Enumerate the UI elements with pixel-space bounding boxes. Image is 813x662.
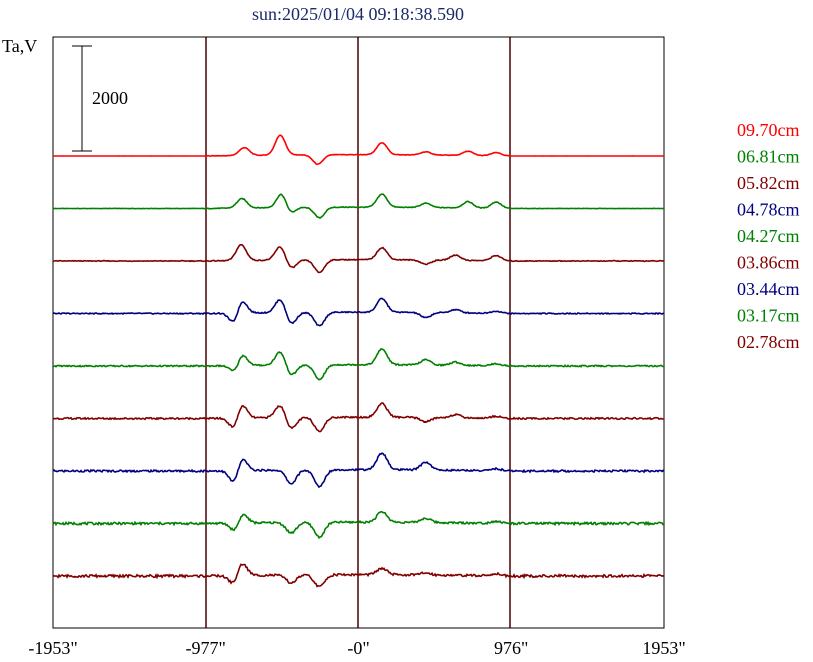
series-line-03.44cm <box>52 452 665 489</box>
series-line-04.78cm <box>52 297 665 327</box>
legend-entry: 04.78cm <box>737 200 800 220</box>
series-line-04.27cm <box>53 347 665 381</box>
x-tick-labels: -1953" -977" -0" 976" 1953" <box>28 638 685 658</box>
legend-entry: 05.82cm <box>737 173 800 193</box>
series-line-05.82cm <box>52 244 665 274</box>
legend-entry: 03.44cm <box>737 279 800 299</box>
traces <box>52 134 665 588</box>
legend-entry: 03.86cm <box>737 253 800 273</box>
legend-entry: 09.70cm <box>737 120 800 140</box>
series-line-09.70cm <box>53 134 664 166</box>
x-tick-label: -977" <box>185 638 225 658</box>
scale-bar-label: 2000 <box>92 88 128 108</box>
series-line-06.81cm <box>52 193 665 219</box>
series-line-03.86cm <box>52 402 665 433</box>
legend-entry: 03.17cm <box>737 306 800 326</box>
x-tick-label: 976" <box>494 638 528 658</box>
chart-title: sun:2025/01/04 09:18:38.590 <box>252 4 464 24</box>
x-tick-label: -0" <box>347 638 369 658</box>
x-tick-label: 1953" <box>642 638 685 658</box>
legend-entry: 06.81cm <box>737 147 800 167</box>
series-line-02.78cm <box>52 563 665 588</box>
series-line-03.17cm <box>52 510 665 540</box>
y-axis-label: Ta,V <box>2 36 37 56</box>
legend: 09.70cm 06.81cm 05.82cm 04.78cm 04.27cm 03.86… <box>737 120 800 352</box>
legend-entry: 02.78cm <box>737 332 800 352</box>
legend-entry: 04.27cm <box>737 226 800 246</box>
x-tick-label: -1953" <box>28 638 77 658</box>
